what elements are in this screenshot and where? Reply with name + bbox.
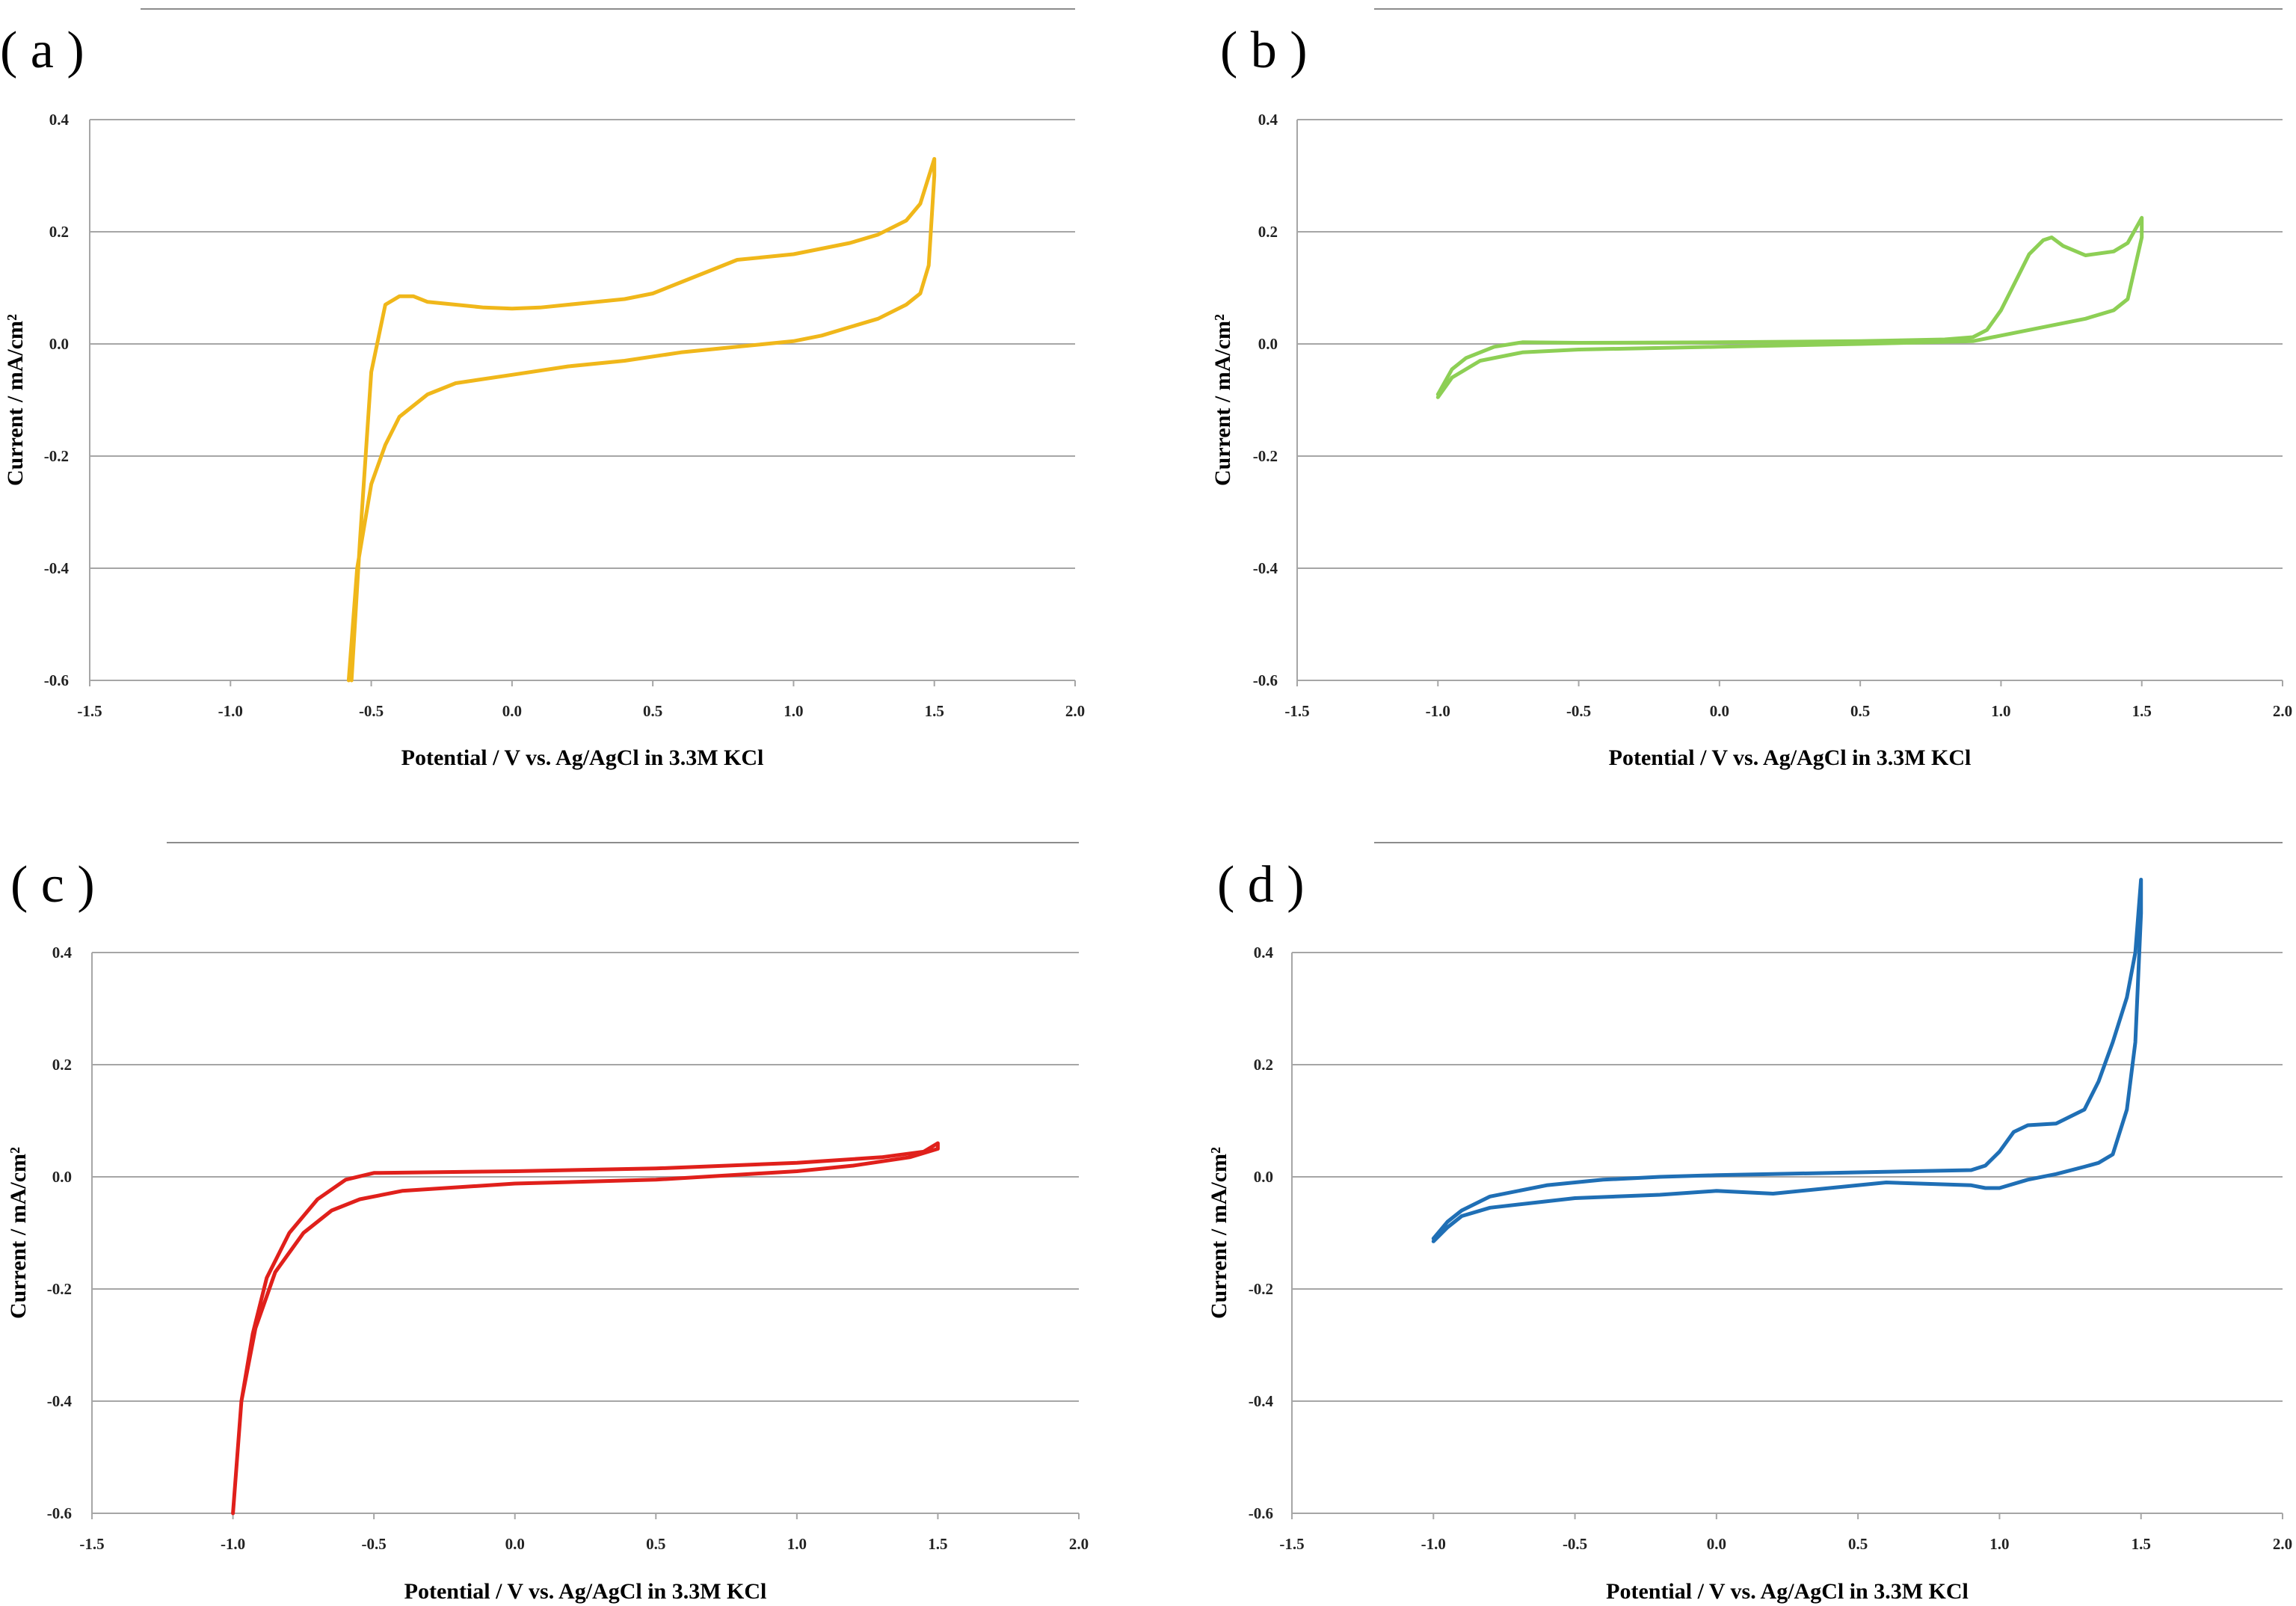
x-tick-label: -0.5 bbox=[359, 702, 384, 720]
y-axis-title: Current / mA/cm² bbox=[6, 1147, 31, 1319]
x-tick-label: -1.0 bbox=[221, 1535, 245, 1553]
panel-d: ( d ) 0.4 0.2 0.0 -0.2 -0.4 -0.6 -1.5 -1.0 -0.5 0.… bbox=[1207, 842, 2292, 1604]
y-tick-label: 0.2 bbox=[52, 1056, 72, 1074]
y-tick-label: -0.2 bbox=[1249, 1280, 1273, 1298]
x-tick-label: 1.0 bbox=[1989, 1535, 2009, 1553]
x-tick-label: 2.0 bbox=[1065, 702, 1085, 720]
y-axis-title: Current / mA/cm² bbox=[1207, 1147, 1231, 1319]
x-axis-title: Potential / V vs. Ag/AgCl in 3.3M KCl bbox=[404, 1579, 767, 1604]
x-tick-label: 1.5 bbox=[2132, 1535, 2151, 1553]
cv-curve bbox=[231, 1141, 940, 1516]
panel-label: ( d ) bbox=[1217, 856, 1305, 914]
cv-curve bbox=[1431, 878, 2143, 1243]
x-tick-label: 1.5 bbox=[928, 1535, 947, 1553]
panel-label: ( a ) bbox=[0, 22, 84, 79]
x-tick-label: 1.5 bbox=[925, 702, 944, 720]
y-tick-label: -0.4 bbox=[44, 559, 70, 577]
y-tick-label: -0.2 bbox=[47, 1280, 72, 1298]
cv-curve bbox=[346, 157, 937, 683]
y-tick-label: 0.0 bbox=[49, 335, 69, 353]
x-axis-title: Potential / V vs. Ag/AgCl in 3.3M KCl bbox=[401, 745, 764, 770]
y-tick-label: -0.6 bbox=[47, 1504, 72, 1522]
y-tick-label: 0.4 bbox=[49, 111, 70, 129]
x-tick-label: -1.5 bbox=[77, 702, 102, 720]
y-tick-label: 0.4 bbox=[1254, 944, 1274, 962]
x-tick-label: 1.0 bbox=[1991, 702, 2010, 720]
y-tick-label: -0.4 bbox=[47, 1392, 73, 1410]
x-tick-label: 0.0 bbox=[1710, 702, 1729, 720]
x-tick-label: 0.0 bbox=[502, 702, 522, 720]
x-tick-label: 0.0 bbox=[1707, 1535, 1726, 1553]
y-tick-label: 0.2 bbox=[1258, 223, 1278, 241]
y-tick-label: 0.0 bbox=[52, 1168, 72, 1186]
x-tick-label: 0.5 bbox=[646, 1535, 665, 1553]
y-tick-label: 0.0 bbox=[1254, 1168, 1273, 1186]
x-tick-label: -1.0 bbox=[1421, 1535, 1446, 1553]
cv-curve bbox=[1435, 215, 2144, 399]
x-tick-label: 1.0 bbox=[784, 702, 803, 720]
x-tick-label: 2.0 bbox=[2273, 702, 2292, 720]
panel-a: ( a ) 0.4 0.2 0.0 -0.2 -0.4 -0.6 -1.5 -1.0 -0.5 0.… bbox=[0, 8, 1085, 770]
panel-b: ( b ) 0.4 0.2 0.0 -0.2 -0.4 -0.6 -1.5 -1.0 -0.5 0.… bbox=[1210, 8, 2292, 770]
y-tick-label: -0.4 bbox=[1249, 1392, 1274, 1410]
x-axis-title: Potential / V vs. Ag/AgCl in 3.3M KCl bbox=[1606, 1579, 1969, 1604]
y-tick-label: -0.2 bbox=[44, 447, 69, 465]
panel-label: ( c ) bbox=[10, 856, 95, 914]
panel-label: ( b ) bbox=[1220, 22, 1308, 79]
x-tick-label: -0.5 bbox=[1563, 1535, 1587, 1553]
panel-c: ( c ) 0.4 0.2 0.0 -0.2 -0.4 -0.6 -1.5 -1.0 -0.5 0.… bbox=[6, 842, 1089, 1604]
y-tick-label: 0.2 bbox=[1254, 1056, 1273, 1074]
x-tick-label: 2.0 bbox=[2273, 1535, 2292, 1553]
y-tick-label: -0.4 bbox=[1253, 559, 1278, 577]
x-tick-label: 2.0 bbox=[1069, 1535, 1089, 1553]
x-tick-label: -1.5 bbox=[1279, 1535, 1304, 1553]
x-tick-label: -0.5 bbox=[362, 1535, 387, 1553]
x-axis-title: Potential / V vs. Ag/AgCl in 3.3M KCl bbox=[1609, 745, 1972, 770]
y-tick-label: 0.2 bbox=[49, 223, 69, 241]
x-tick-label: 1.5 bbox=[2132, 702, 2152, 720]
x-tick-label: 0.5 bbox=[1848, 1535, 1868, 1553]
y-tick-label: 0.4 bbox=[52, 944, 73, 962]
x-tick-label: 0.0 bbox=[505, 1535, 525, 1553]
x-tick-label: 1.0 bbox=[787, 1535, 807, 1553]
x-tick-label: 0.5 bbox=[643, 702, 662, 720]
y-axis-title: Current / mA/cm² bbox=[3, 314, 28, 486]
x-tick-label: -1.0 bbox=[1426, 702, 1450, 720]
y-tick-label: -0.6 bbox=[1249, 1504, 1273, 1522]
y-tick-label: -0.6 bbox=[44, 671, 69, 689]
x-tick-label: -0.5 bbox=[1566, 702, 1591, 720]
y-tick-label: 0.4 bbox=[1258, 111, 1278, 129]
x-tick-label: -1.5 bbox=[1284, 702, 1309, 720]
x-tick-label: -1.5 bbox=[79, 1535, 104, 1553]
x-tick-label: 0.5 bbox=[1850, 702, 1870, 720]
y-tick-label: -0.2 bbox=[1253, 447, 1278, 465]
y-axis-title: Current / mA/cm² bbox=[1210, 314, 1235, 486]
y-tick-label: 0.0 bbox=[1258, 335, 1278, 353]
x-tick-label: -1.0 bbox=[218, 702, 243, 720]
y-tick-label: -0.6 bbox=[1253, 671, 1278, 689]
